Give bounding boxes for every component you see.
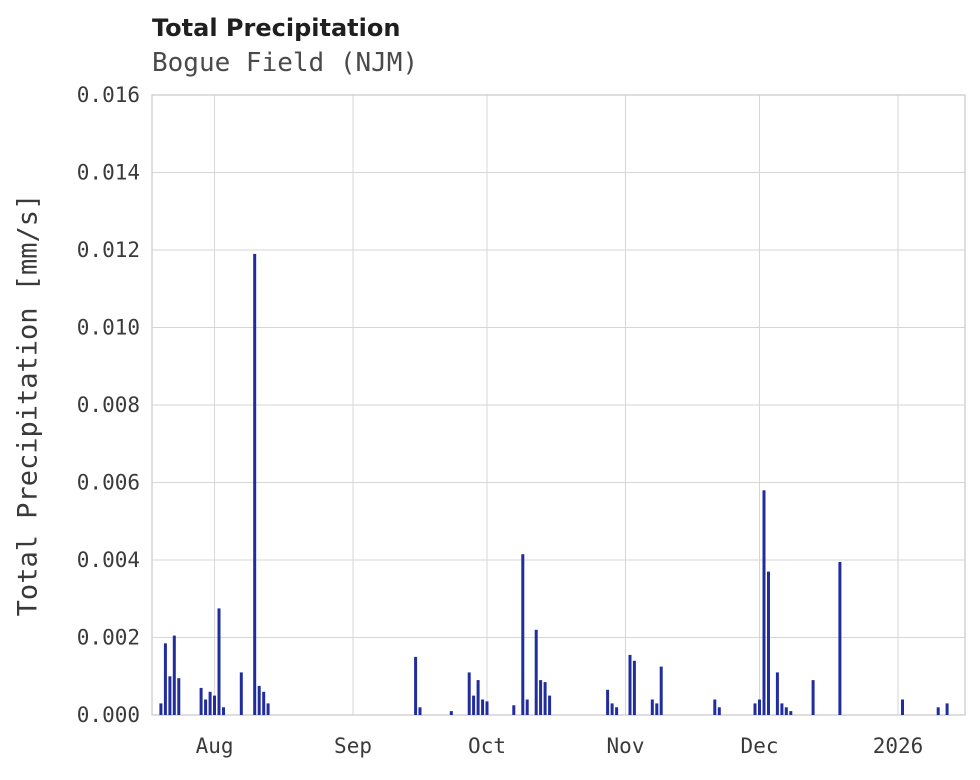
chart-subtitle: Bogue Field (NJM) (152, 48, 419, 78)
precip-bar (543, 682, 547, 715)
precip-bar (784, 707, 788, 716)
precip-bar (632, 660, 636, 716)
precip-bar (262, 691, 266, 716)
x-tick-label: Dec (741, 734, 779, 758)
precip-bar (467, 672, 471, 715)
precip-bar (521, 554, 525, 715)
precip-bar (762, 490, 766, 716)
precip-bar (208, 691, 212, 716)
precip-bar (199, 687, 203, 715)
x-tick-label: Aug (196, 734, 234, 758)
precip-bar (213, 695, 216, 715)
x-tick-label: Sep (334, 734, 372, 758)
precip-bar (936, 707, 940, 716)
y-tick-label: 0.000 (77, 703, 140, 727)
precip-bar (266, 703, 270, 715)
precip-bar (615, 707, 619, 716)
precip-bar (758, 699, 761, 715)
precip-bar (780, 703, 784, 715)
precip-bar (539, 680, 543, 715)
precip-bar (775, 672, 779, 715)
precip-bar (655, 703, 659, 715)
y-tick-label: 0.016 (77, 83, 140, 107)
precip-bar (449, 711, 453, 715)
precip-bar (159, 703, 163, 715)
precip-bar (901, 699, 904, 715)
precip-bar (217, 608, 221, 715)
precip-bar (659, 666, 663, 715)
precip-bar (476, 680, 480, 715)
precip-bar (418, 707, 422, 716)
precip-bar (945, 703, 949, 715)
precip-bar (485, 701, 489, 715)
y-tick-label: 0.002 (77, 626, 140, 650)
y-tick-label: 0.010 (77, 316, 140, 340)
x-tick-label: Nov (607, 734, 645, 758)
precip-bar (838, 561, 842, 715)
precip-bar (610, 703, 614, 715)
precip-bar (172, 635, 176, 715)
precip-bar (717, 707, 721, 716)
y-tick-label: 0.008 (77, 393, 140, 417)
precip-bar (534, 629, 538, 716)
precip-bar (163, 643, 167, 715)
precip-bar (257, 685, 261, 715)
precip-bar (177, 678, 181, 715)
precip-bar (204, 699, 208, 715)
chart-title: Total Precipitation (152, 14, 401, 42)
precip-bar (222, 707, 225, 716)
y-tick-label: 0.006 (77, 471, 140, 495)
precip-bar (628, 654, 632, 715)
precip-bar (472, 695, 476, 715)
precip-bar (481, 699, 485, 715)
precip-bar (239, 672, 243, 715)
precip-bar (650, 699, 654, 715)
x-tick-label: 2026 (873, 734, 924, 758)
plot-border (151, 94, 966, 716)
precip-bar (811, 680, 815, 715)
y-tick-label: 0.004 (77, 548, 140, 572)
precip-bar (525, 699, 529, 715)
precip-bar (606, 689, 610, 715)
precip-bar (414, 656, 418, 715)
precip-bar (789, 711, 793, 715)
precip-bar (713, 699, 717, 715)
precip-bar (767, 571, 770, 715)
precip-bar (512, 705, 516, 715)
y-tick-label: 0.014 (77, 161, 140, 185)
y-tick-label: 0.012 (77, 238, 140, 262)
precip-bar (753, 703, 757, 715)
precip-bar (253, 253, 257, 715)
precip-bar (548, 695, 552, 715)
precip-bar (168, 676, 172, 716)
x-tick-label: Oct (468, 734, 506, 758)
